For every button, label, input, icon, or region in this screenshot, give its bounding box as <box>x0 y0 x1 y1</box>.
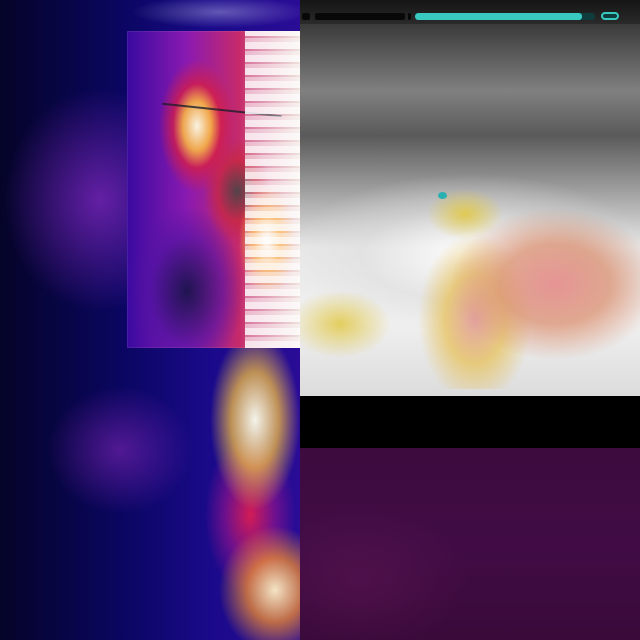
status-segment <box>302 13 310 20</box>
thermal-feed-right <box>300 24 640 396</box>
panel-divider <box>300 396 640 448</box>
status-segment <box>315 13 405 20</box>
status-separator <box>408 13 411 20</box>
heat-region <box>420 179 510 249</box>
empty-panel <box>300 448 640 640</box>
thermal-inset-overlay <box>127 31 300 348</box>
hot-column <box>245 31 300 348</box>
target-marker[interactable] <box>438 192 447 199</box>
progress-fill <box>415 13 583 20</box>
progress-end-indicator[interactable] <box>601 12 619 20</box>
status-bar <box>300 0 640 24</box>
progress-bar[interactable] <box>415 13 595 20</box>
